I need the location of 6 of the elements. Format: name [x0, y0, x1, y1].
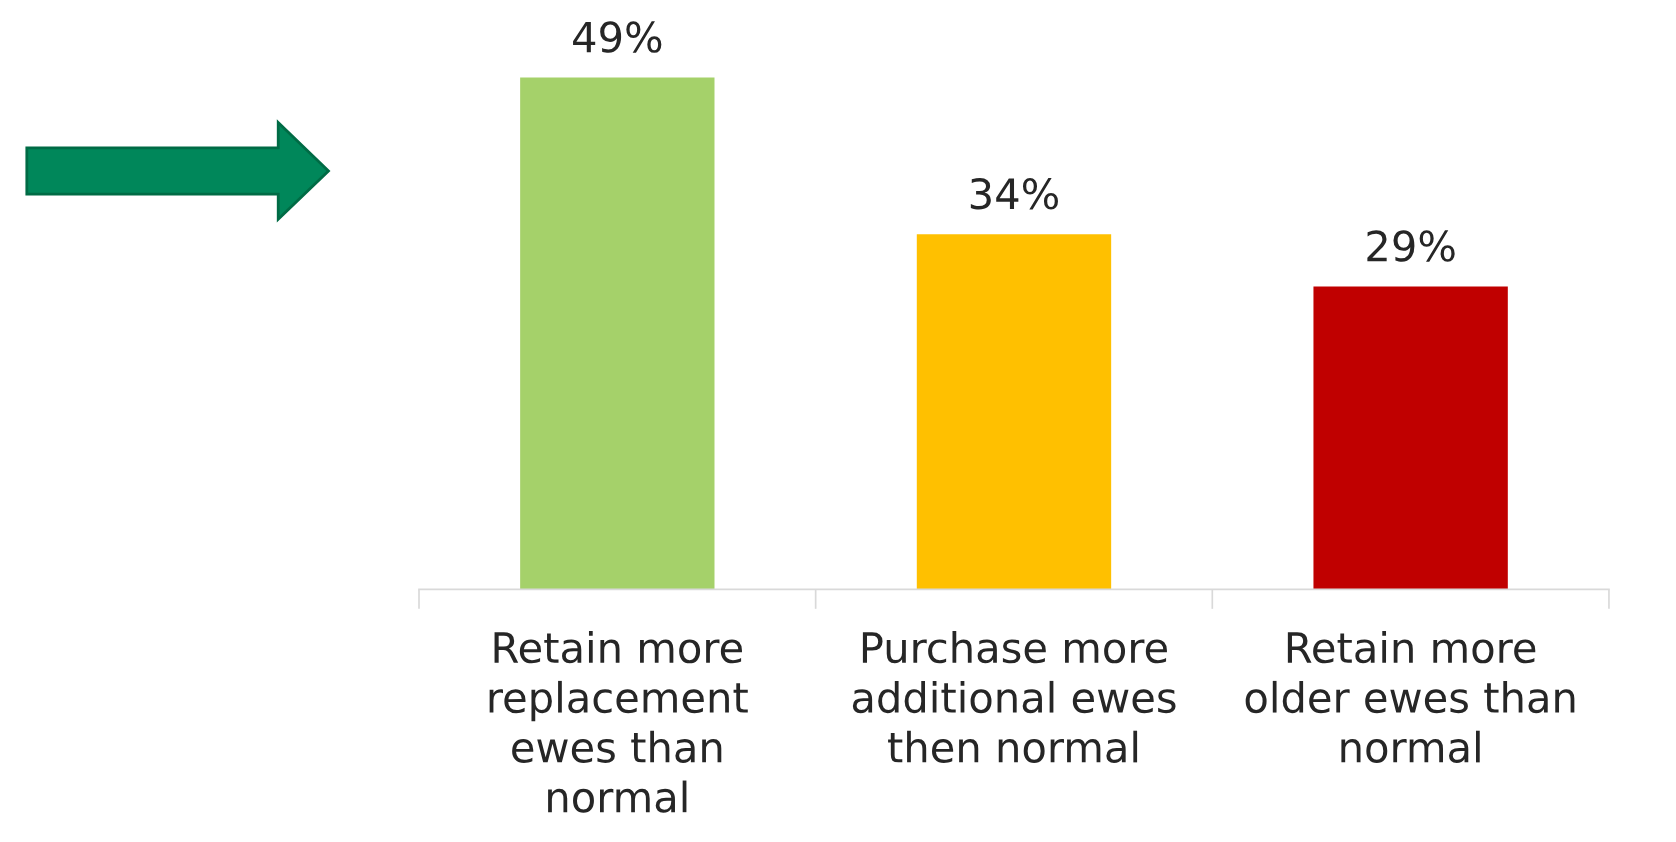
x-tick-label: Retain more older ewes than normal	[1245, 631, 1575, 763]
data-label: 49%	[573, 21, 662, 53]
x-tick-label: Retain more replacement ewes than normal	[489, 631, 748, 813]
data-label: 34%	[970, 178, 1058, 210]
data-label: 29%	[1367, 230, 1455, 262]
x-tick-label: Purchase more additional ewes then normal	[852, 631, 1176, 763]
